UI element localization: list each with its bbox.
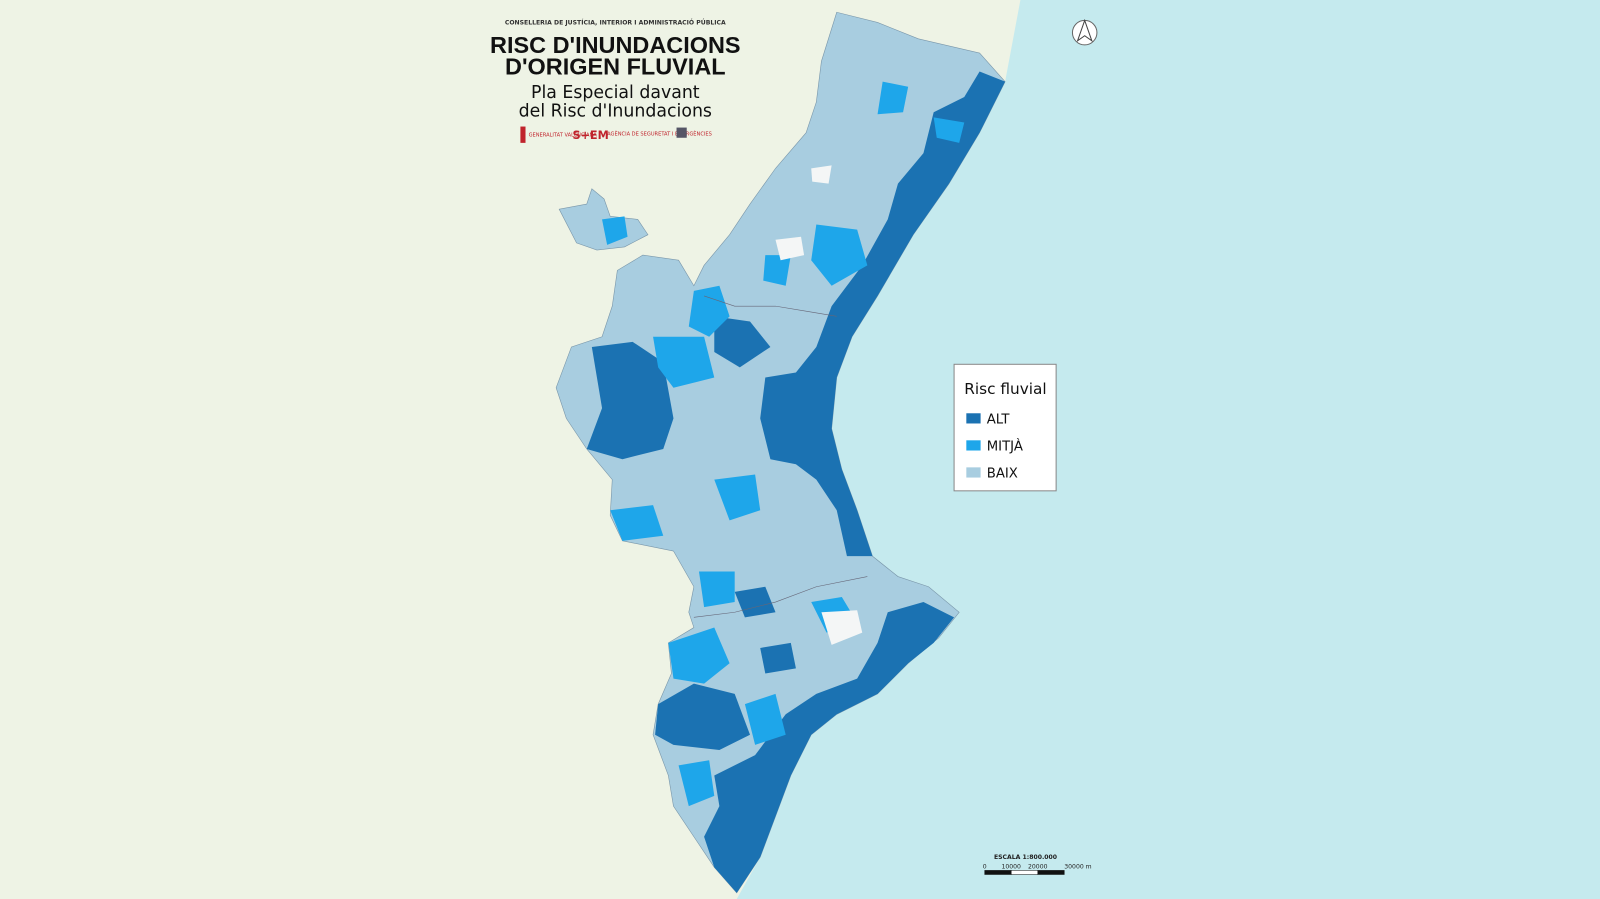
scale-label: 20000 [1028,863,1048,870]
header: CONSELLERIA DE JUSTÍCIA, INTERIOR I ADMI… [490,18,741,143]
region-mitja [678,760,715,807]
province-border [693,576,868,618]
region-mitja [714,474,761,521]
region-alt [714,316,771,368]
region-alt [586,341,674,460]
region-mitja [688,285,730,337]
logo-icon [676,127,687,138]
scale-label: 30000 m [1064,863,1091,870]
legend-label: MITJÀ [987,437,1023,455]
region-alt [760,642,796,674]
legend-title: Risc fluvial [964,380,1046,398]
legend: Risc fluvial ALT MITJÀ BAIX [953,363,1057,492]
logo-icon [520,126,526,143]
region-mitja [877,81,909,115]
scale-label: 0 [983,863,987,870]
region-alt [655,683,750,751]
title-line: RISC D'INUNDACIONS [490,32,741,58]
region-mitja [610,505,664,541]
region-mitja [763,255,791,286]
region-mitja [602,216,628,245]
legend-label: BAIX [987,467,1018,482]
scale-segment [1037,870,1065,875]
logo: AGÈNCIA DE SEGURETAT I EMERGÈNCIES [607,130,712,138]
scale-segment [1010,870,1039,875]
scale-segment [984,870,1012,875]
title-line: D'ORIGEN FLUVIAL [505,54,726,80]
logo: S+EM [572,129,608,142]
region-mitja [933,117,965,143]
region-alt [760,71,1006,557]
region-mitja [698,571,735,608]
province-border [703,295,837,317]
department: CONSELLERIA DE JUSTÍCIA, INTERIOR I ADMI… [505,18,726,27]
region-mitja [811,224,868,286]
scale-label: 10000 [1002,863,1022,870]
legend-swatch [966,413,981,424]
sea [736,0,1600,899]
scale-bar: ESCALA 1:800.000 0 10000 20000 30000 m [983,854,1092,875]
compass [1071,18,1098,46]
legend-swatch [966,440,981,451]
region-mitja [653,336,715,388]
region-none [811,165,832,184]
legend-label: ALT [987,412,1011,427]
legend-swatch [966,467,981,478]
municipalities [555,11,1006,894]
region-none [775,236,805,261]
subtitle-line: Pla Especial davant [531,83,700,103]
scale-title: ESCALA 1:800.000 [994,854,1057,861]
region-mitja [668,627,730,684]
region-alt [704,602,955,893]
logo: GENERALITAT VALENCIANA [529,133,598,139]
region-none [821,610,863,645]
subtitle-line: del Risc d'Inundacions [519,101,712,121]
region-mitja [744,693,786,745]
